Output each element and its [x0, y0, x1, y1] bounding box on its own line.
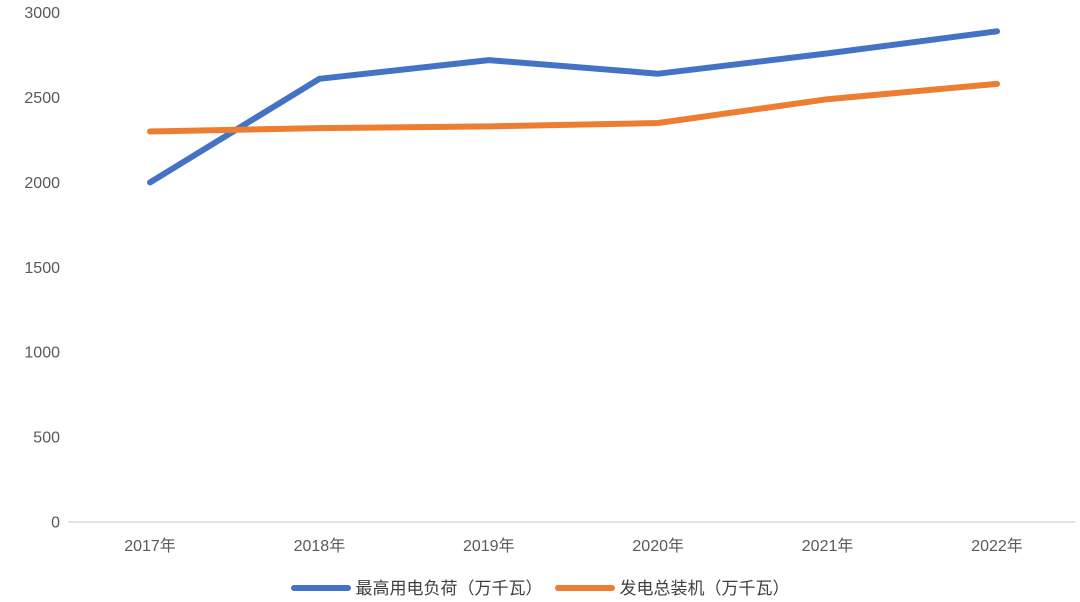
- legend-label-installed-capacity: 发电总装机（万千瓦）: [619, 578, 790, 598]
- legend-item-peak-load: 最高用电负荷（万千瓦）: [290, 578, 543, 598]
- y-axis-tick-label: 500: [33, 430, 60, 447]
- legend-item-installed-capacity: 发电总装机（万千瓦）: [554, 578, 790, 598]
- legend-swatch-peak-load: [290, 584, 351, 592]
- x-axis-tick-label: 2021年: [802, 537, 854, 555]
- y-axis-tick-label: 1500: [24, 260, 60, 277]
- x-axis-tick-label: 2019年: [463, 537, 515, 555]
- x-axis-tick-label: 2022年: [971, 537, 1023, 555]
- y-axis-tick-label: 1000: [24, 345, 60, 362]
- x-axis-tick-label: 2018年: [294, 537, 346, 555]
- legend-swatch-installed-capacity: [554, 584, 615, 592]
- y-axis-tick-label: 2500: [24, 90, 60, 107]
- y-axis-tick-label: 2000: [24, 175, 60, 192]
- y-axis-tick-label: 3000: [24, 5, 60, 22]
- series-line-1: [147, 80, 1000, 135]
- x-axis-tick-label: 2020年: [632, 537, 684, 555]
- legend-label-peak-load: 最高用电负荷（万千瓦）: [355, 578, 543, 598]
- y-axis-tick-label: 0: [51, 515, 60, 532]
- x-axis-tick-label: 2017年: [124, 537, 176, 555]
- chart-legend: 最高用电负荷（万千瓦） 发电总装机（万千瓦）: [0, 576, 1080, 600]
- series-line-0: [147, 28, 1000, 186]
